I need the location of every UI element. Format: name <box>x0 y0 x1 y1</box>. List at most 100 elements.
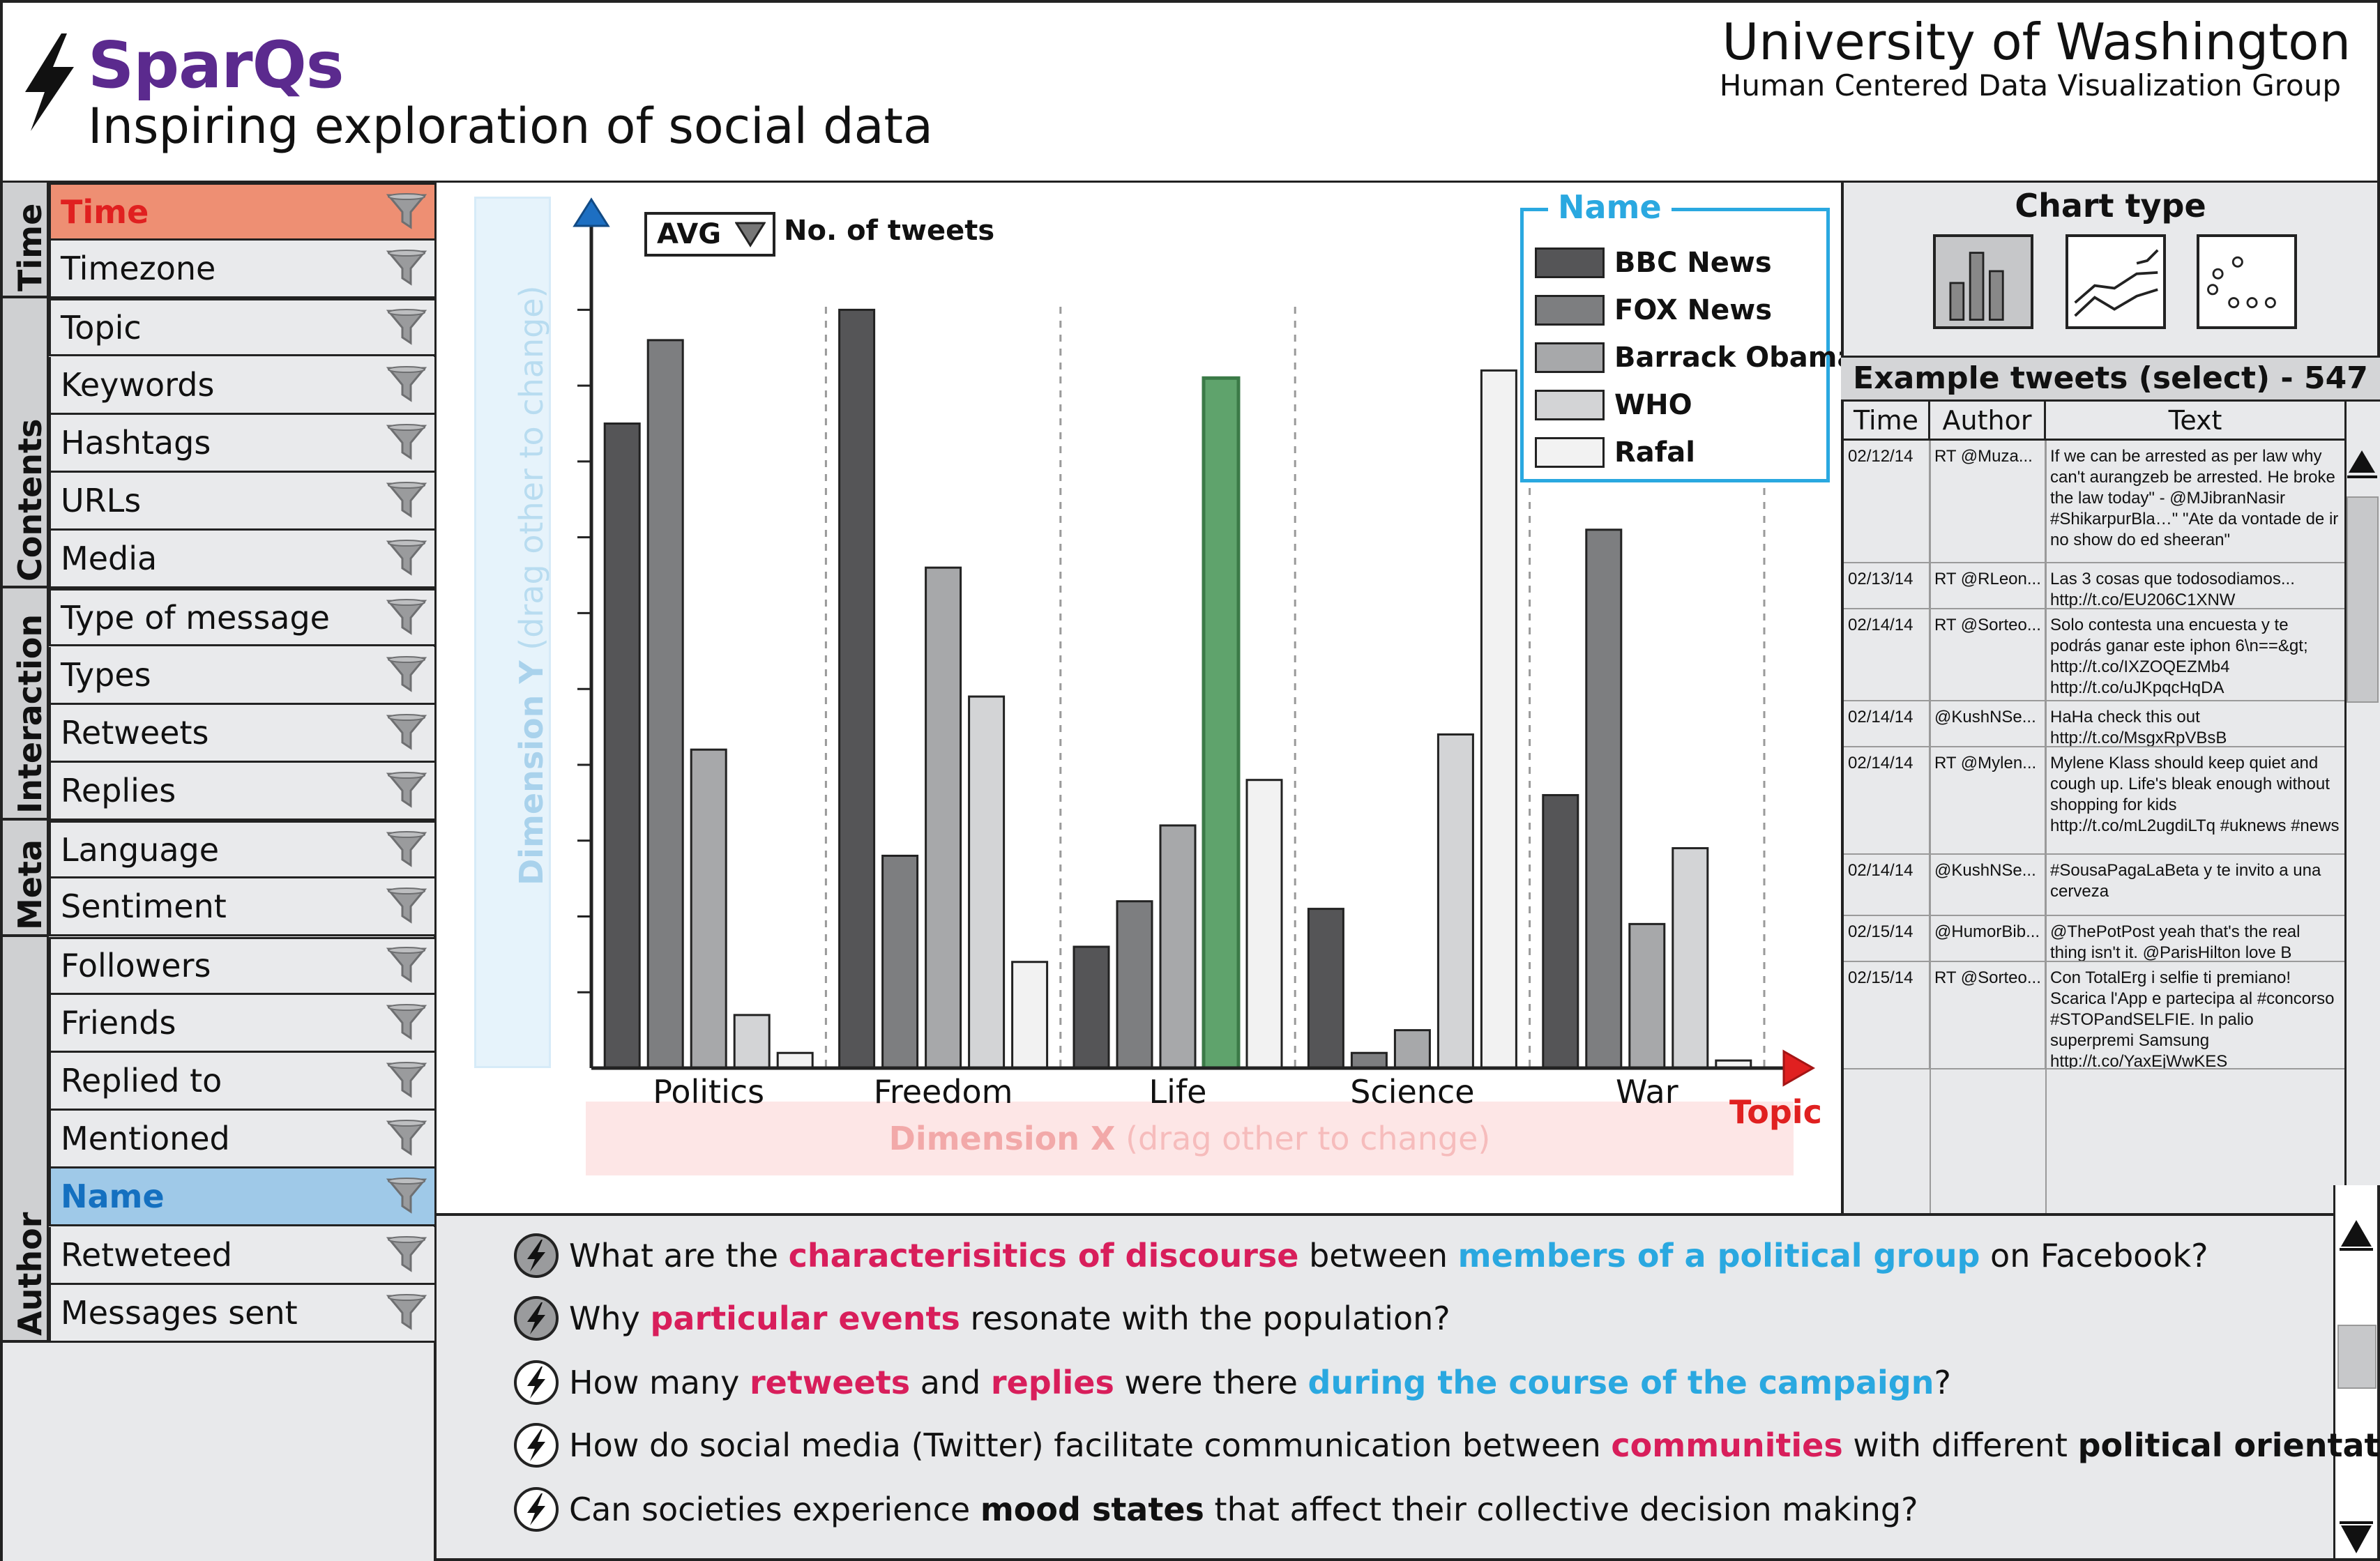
dimension-x-drop-zone[interactable] <box>586 1102 1794 1175</box>
scroll-down-arrow-icon[interactable] <box>2335 1520 2377 1558</box>
scatter-plot-type-button[interactable] <box>2197 234 2297 329</box>
tweets-scroll-thumb[interactable] <box>2347 496 2379 703</box>
aggregation-select[interactable]: AVG <box>644 212 775 257</box>
lightning-bolt-icon[interactable] <box>513 1486 559 1532</box>
tweet-row[interactable]: 02/14/14 RT @Mylen... Mylene Klass should … <box>1844 747 2344 855</box>
column-header-text[interactable]: Text <box>2046 402 2344 441</box>
field-item-type-of-message[interactable]: Type of message <box>49 588 437 647</box>
field-item-media[interactable]: Media <box>49 531 437 589</box>
field-item-topic[interactable]: Topic <box>49 298 437 357</box>
bar-rafal-politics[interactable] <box>776 1051 814 1069</box>
filter-funnel-icon[interactable] <box>386 770 427 812</box>
line-chart-type-button[interactable] <box>2066 234 2166 329</box>
bar-rafal-life[interactable] <box>1245 779 1283 1069</box>
column-header-author[interactable]: Author <box>1930 402 2046 441</box>
filter-funnel-icon[interactable] <box>386 885 427 927</box>
legend-item[interactable]: BBC News <box>1535 242 1772 284</box>
tweet-row[interactable]: 02/15/14 RT @Sorteo... Con TotalErg i self… <box>1844 962 2344 1069</box>
column-header-time[interactable]: Time <box>1844 402 1930 441</box>
filter-funnel-icon[interactable] <box>386 538 427 579</box>
bar-chart-type-button[interactable] <box>1933 234 2033 329</box>
field-item-name[interactable]: Name <box>49 1168 437 1227</box>
field-item-sentiment[interactable]: Sentiment <box>49 878 437 937</box>
filter-funnel-icon[interactable] <box>386 1175 427 1217</box>
bar-who-war[interactable] <box>1672 847 1709 1069</box>
lightning-bolt-icon[interactable] <box>513 1422 559 1468</box>
bar-bbc-news-science[interactable] <box>1307 908 1344 1069</box>
filter-funnel-icon[interactable] <box>386 307 427 349</box>
field-item-replies[interactable]: Replies <box>49 763 437 821</box>
filter-funnel-icon[interactable] <box>386 1234 427 1276</box>
bar-barrack-obama-freedom[interactable] <box>925 566 962 1069</box>
lightning-bolt-icon[interactable] <box>513 1233 559 1279</box>
filter-funnel-icon[interactable] <box>386 1060 427 1102</box>
lightning-bolt-icon[interactable] <box>513 1360 559 1406</box>
example-question[interactable]: What are the characterisitics of discour… <box>513 1231 2208 1280</box>
filter-funnel-icon[interactable] <box>386 945 427 987</box>
bar-bbc-news-war[interactable] <box>1542 793 1579 1069</box>
bar-fox-news-politics[interactable] <box>646 339 684 1069</box>
bar-barrack-obama-war[interactable] <box>1628 922 1666 1069</box>
lightning-bolt-icon[interactable] <box>513 1295 559 1341</box>
field-item-mentioned[interactable]: Mentioned <box>49 1111 437 1169</box>
filter-funnel-icon[interactable] <box>386 829 427 871</box>
legend-item[interactable]: Barrack Obama <box>1535 337 1856 379</box>
field-item-friends[interactable]: Friends <box>49 994 437 1053</box>
field-item-messages-sent[interactable]: Messages sent <box>49 1284 437 1343</box>
bar-who-science[interactable] <box>1437 733 1474 1069</box>
bar-barrack-obama-life[interactable] <box>1159 824 1197 1069</box>
bar-barrack-obama-science[interactable] <box>1393 1029 1431 1069</box>
field-item-timezone[interactable]: Timezone <box>49 241 437 299</box>
bar-who-freedom[interactable] <box>968 695 1006 1069</box>
filter-funnel-icon[interactable] <box>386 480 427 521</box>
tweet-row[interactable]: 02/14/14 @KushNSe... HaHa check this out h… <box>1844 701 2344 747</box>
bar-fox-news-science[interactable] <box>1350 1051 1388 1069</box>
bar-bbc-news-freedom[interactable] <box>838 308 876 1069</box>
legend-item[interactable]: FOX News <box>1535 289 1772 331</box>
bar-bbc-news-politics[interactable] <box>603 422 641 1069</box>
bar-who-life[interactable] <box>1202 376 1241 1070</box>
bar-who-politics[interactable] <box>733 1014 771 1069</box>
bar-fox-news-freedom[interactable] <box>881 854 919 1069</box>
field-item-replied-to[interactable]: Replied to <box>49 1053 437 1111</box>
field-item-retweets[interactable]: Retweets <box>49 704 437 763</box>
example-question[interactable]: How do social media (Twitter) facilitate… <box>513 1421 2380 1470</box>
field-item-language[interactable]: Language <box>49 821 437 879</box>
field-item-urls[interactable]: URLs <box>49 473 437 531</box>
filter-funnel-icon[interactable] <box>386 597 427 639</box>
example-question[interactable]: Can societies experience mood states tha… <box>513 1485 1918 1534</box>
filter-funnel-icon[interactable] <box>386 248 427 289</box>
filter-funnel-icon[interactable] <box>386 422 427 464</box>
filter-funnel-icon[interactable] <box>386 712 427 754</box>
bar-barrack-obama-politics[interactable] <box>690 748 727 1069</box>
filter-funnel-icon[interactable] <box>386 1118 427 1159</box>
bar-bbc-news-life[interactable] <box>1072 945 1110 1069</box>
field-item-time[interactable]: Time <box>49 183 437 241</box>
field-item-types[interactable]: Types <box>49 646 437 705</box>
field-item-hashtags[interactable]: Hashtags <box>49 414 437 473</box>
example-question[interactable]: Why particular events resonate with the … <box>513 1294 1450 1343</box>
filter-funnel-icon[interactable] <box>386 364 427 406</box>
field-item-followers[interactable]: Followers <box>49 936 437 995</box>
field-item-retweteed[interactable]: Retweteed <box>49 1226 437 1285</box>
tweet-row[interactable]: 02/13/14 RT @RLeon... Las 3 cosas que todo… <box>1844 563 2344 609</box>
bar-rafal-freedom[interactable] <box>1011 961 1049 1069</box>
scroll-up-arrow-icon[interactable] <box>2335 1213 2377 1252</box>
filter-funnel-icon[interactable] <box>386 1292 427 1334</box>
bar-fox-news-war[interactable] <box>1585 528 1623 1069</box>
tweet-row[interactable]: 02/15/14 @HumorBib... @ThePotPost yeah tha… <box>1844 916 2344 962</box>
bar-fox-news-life[interactable] <box>1116 900 1153 1069</box>
filter-funnel-icon[interactable] <box>386 654 427 696</box>
dimension-y-drop-zone[interactable] <box>474 197 551 1068</box>
field-item-keywords[interactable]: Keywords <box>49 356 437 415</box>
example-question[interactable]: How many retweets and replies were there… <box>513 1358 1951 1407</box>
legend-item[interactable]: WHO <box>1535 384 1692 426</box>
legend-item[interactable]: Rafal <box>1535 432 1695 473</box>
scroll-up-arrow-icon[interactable] <box>2344 441 2380 480</box>
filter-funnel-icon[interactable] <box>386 191 427 233</box>
tweet-row[interactable]: 02/12/14 RT @Muza... If we can be arrested… <box>1844 441 2344 563</box>
tweet-row[interactable]: 02/14/14 RT @Sorteo... Solo contesta una e… <box>1844 609 2344 701</box>
questions-scroll-thumb[interactable] <box>2337 1325 2377 1389</box>
tweet-row[interactable]: 02/14/14 @KushNSe... #SousaPagaLaBeta y te… <box>1844 855 2344 916</box>
filter-funnel-icon[interactable] <box>386 1002 427 1044</box>
